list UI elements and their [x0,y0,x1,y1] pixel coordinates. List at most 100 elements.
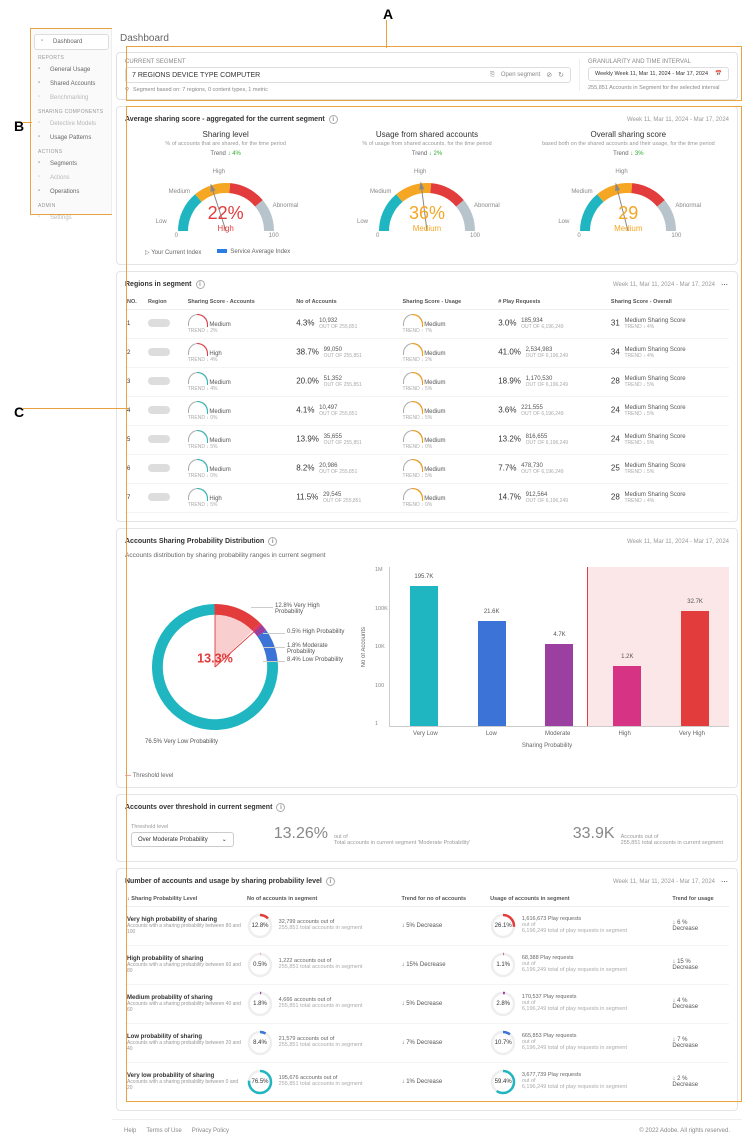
more-icon[interactable]: ⋯ [721,281,729,289]
bench-icon: ▫ [38,94,46,102]
bar-chart: No of Accounts 110010K100K1M 195.7K21.6K… [365,567,729,767]
granularity-label: GRANULARITY AND TIME INTERVAL [588,59,729,65]
calendar-icon[interactable]: 📅 [715,71,722,77]
table-header[interactable]: Trend for usage [670,892,729,907]
bar: 4.7K [545,644,573,726]
probability-panel: Number of accounts and usage by sharing … [116,868,738,1111]
gear-icon: ▫ [38,214,46,222]
table-header[interactable]: No of accounts in segment [245,892,400,907]
table-row[interactable]: Very high probability of sharingAccounts… [125,907,729,946]
dist-subtitle: Accounts distribution by sharing probabi… [125,552,729,559]
sidebar: ▫DashboardREPORTS▫General Usage▫Shared A… [32,29,112,214]
bar: 1.2K [613,666,641,726]
act-icon: ▫ [38,174,46,182]
table-header[interactable]: Trend for no of accounts [400,892,489,907]
distribution-panel: Accounts Sharing Probability Distributio… [116,528,738,788]
probability-table: ↓ Sharing Probability LevelNo of account… [125,892,729,1102]
segment-value: 7 REGIONS DEVICE TYPE COMPUTER [132,72,260,79]
chevron-down-icon: ⌄ [222,836,227,843]
gauges-title: Average sharing score - aggregated for t… [125,116,325,123]
sidebar-item-operations[interactable]: ▫Operations [32,185,111,199]
threshold-panel: Accounts over threshold in current segme… [116,794,738,862]
bar: 21.6K [478,621,506,726]
sidebar-item-dashboard[interactable]: ▫Dashboard [34,34,109,50]
svg-text:13.3%: 13.3% [197,652,233,666]
sidebar-item-usage-patterns[interactable]: ▫Usage Patterns [32,131,111,145]
sidebar-item-actions[interactable]: ▫Actions [32,171,111,185]
sidebar-item-detective-models[interactable]: ▫Detective Models [32,117,111,131]
home-icon: ▫ [41,38,49,46]
sidebar-item-settings[interactable]: ▫Settings [32,211,111,225]
bar: 32.7K [681,611,709,726]
pattern-icon: ▫ [38,134,46,142]
donut-label: 8.4% Low Probability [287,657,343,663]
gauge-col: Sharing level% of accounts that are shar… [125,130,326,241]
table-header[interactable]: Region [146,295,186,310]
sidebar-item-segments[interactable]: ▫Segments [32,157,111,171]
info-icon[interactable]: i [329,115,338,124]
segment-label: CURRENT SEGMENT [125,59,571,65]
sidebar-item-shared-accounts[interactable]: ▫Shared Accounts [32,77,111,91]
footer-link[interactable]: Help [124,1128,136,1134]
table-header[interactable]: Usage of accounts in segment [488,892,670,907]
table-row[interactable]: Medium probability of sharingAccounts wi… [125,985,729,1024]
footer: Help Terms of Use Privacy Policy © 2022 Ad… [112,1119,742,1142]
dist-title: Accounts Sharing Probability Distributio… [125,538,264,545]
table-header[interactable]: Sharing Score - Overall [609,295,729,310]
table-header[interactable]: Sharing Score - Usage [401,295,497,310]
info-icon[interactable]: i [268,537,277,546]
threshold-count: 33.9K [573,825,615,843]
threshold-select[interactable]: Over Moderate Probability⌄ [131,832,234,847]
table-row[interactable]: 2 HighTREND ↓ 4%38.7% 99,050OUT OF 255,8… [125,339,729,368]
bar: 195.7K [410,586,438,726]
footer-link[interactable]: Privacy Policy [192,1128,229,1134]
donut-label: 0.5% High Probability [287,629,344,635]
info-icon[interactable]: i [276,803,285,812]
callout-b: B [14,118,24,134]
table-header[interactable]: Sharing Score - Accounts [186,295,294,310]
sidebar-section: REPORTS [32,51,111,63]
table-row[interactable]: High probability of sharingAccounts with… [125,946,729,985]
callout-c: C [14,404,24,420]
sidebar-item-benchmarking[interactable]: ▫Benchmarking [32,91,111,105]
segment-input[interactable]: 7 REGIONS DEVICE TYPE COMPUTER ⎘ Open se… [125,67,571,83]
refresh-icon[interactable]: ↻ [558,71,564,79]
main: Dashboard CURRENT SEGMENT 7 REGIONS DEVI… [112,0,742,1142]
open-segment-link[interactable]: Open segment [501,72,540,78]
bar-icon: ▫ [38,66,46,74]
table-row[interactable]: Very low probability of sharingAccounts … [125,1063,729,1102]
sidebar-section: ADMIN [32,199,111,211]
table-header[interactable]: # Play Requests [496,295,609,310]
sharing-score-panel: Average sharing score - aggregated for t… [116,106,738,265]
table-header[interactable]: NO. [125,295,146,310]
table-header[interactable]: No of Accounts [294,295,400,310]
donut-label: 1.8% Moderate Probability [287,643,345,655]
table-row[interactable]: 3 MediumTREND ↓ 4%20.0% 51,352OUT OF 255… [125,368,729,397]
sidebar-section: SHARING COMPONENTS [32,105,111,117]
table-row[interactable]: 1 MediumTREND ↓ 2%4.3% 10,932OUT OF 255,… [125,310,729,339]
detect-icon: ▫ [38,120,46,128]
table-row[interactable]: 5 MediumTREND ↓ 5%13.9% 35,655OUT OF 255… [125,426,729,455]
table-row[interactable]: 6 MediumTREND ↓ 0%8.2% 20,986OUT OF 255,… [125,455,729,484]
granularity-input[interactable]: Weekly Week 11, Mar 11, 2024 - Mar 17, 2… [588,67,729,81]
table-row[interactable]: 4 MediumTREND ↓ 0%4.1% 10,497OUT OF 255,… [125,397,729,426]
copy-icon[interactable]: ⊘ [546,71,552,79]
table-header[interactable]: ↓ Sharing Probability Level [125,892,245,907]
copyright: © 2022 Adobe. All rights reserved. [639,1128,730,1134]
info-icon[interactable]: i [196,280,205,289]
threshold-legend: Threshold level [133,773,174,779]
sidebar-section: ACTIONS [32,145,111,157]
sidebar-item-general-usage[interactable]: ▫General Usage [32,63,111,77]
page-title: Dashboard [112,29,742,48]
ops-icon: ▫ [38,188,46,196]
table-row[interactable]: Low probability of sharingAccounts with … [125,1024,729,1063]
footer-link[interactable]: Terms of Use [146,1128,181,1134]
legend-current: Your Current Index [151,250,201,256]
gauge-col: Overall sharing scorebased both on the s… [528,130,729,241]
more-icon[interactable]: ⋯ [721,878,729,886]
segment-bar: CURRENT SEGMENT 7 REGIONS DEVICE TYPE CO… [116,52,738,100]
info-icon[interactable]: i [326,877,335,886]
table-row[interactable]: 7 HighTREND ↓ 5%11.5% 29,545OUT OF 255,8… [125,484,729,513]
donut-label: 76.5% Very Low Probability [145,739,218,745]
share-icon: ▫ [38,80,46,88]
